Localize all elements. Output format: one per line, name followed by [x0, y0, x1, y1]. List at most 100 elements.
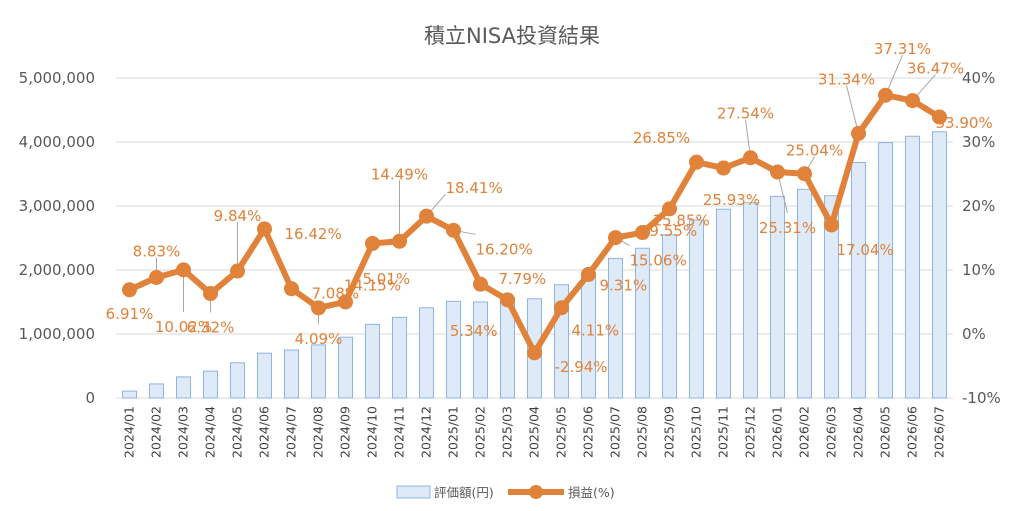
data-label: 6.91% [106, 305, 154, 323]
data-label: 9.84% [214, 207, 262, 225]
bar [148, 383, 165, 399]
data-labels: 6.91% 8.83% 10.02%6.32% 9.84% 16.42% 7.08% 4.0… [106, 40, 993, 376]
bar [310, 344, 327, 399]
bar [445, 300, 462, 399]
x-tick-label: 2024/04 [203, 406, 218, 458]
line-point [554, 300, 569, 316]
x-tick-label: 2024/06 [257, 406, 272, 458]
bar [715, 208, 732, 399]
data-label: 5.34% [450, 322, 498, 340]
data-label: 33.90% [936, 114, 993, 132]
line-point [878, 87, 893, 103]
x-tick-label: 2024/03 [176, 406, 191, 458]
line-point [689, 154, 704, 170]
data-label: 7.79% [499, 270, 547, 288]
data-label: 4.09% [295, 330, 343, 348]
y-right-tick-labels: -10% 0% 10% 20% 30% 40% [962, 69, 1001, 407]
bar [688, 219, 705, 399]
x-tick-label: 2025/04 [527, 406, 542, 458]
x-tick-label: 2024/07 [284, 406, 299, 458]
x-tick-label: 2026/06 [905, 406, 920, 458]
y-left-tick-label: 2,000,000 [19, 261, 95, 279]
line-point [284, 281, 299, 297]
y-right-tick-label: -10% [962, 389, 1001, 407]
chart-title: 積立NISA投資結果 [424, 24, 600, 48]
line-point [203, 286, 218, 302]
data-label: 16.42% [285, 225, 342, 243]
y-left-tick-label: 5,000,000 [19, 69, 95, 87]
line-point [446, 222, 461, 238]
line-point [500, 292, 515, 308]
data-label: 14.49% [371, 165, 428, 183]
x-tick-label: 2025/07 [608, 406, 623, 458]
bar [418, 307, 435, 399]
line-point [662, 201, 677, 217]
line-series [122, 87, 947, 361]
line-point [473, 276, 488, 292]
line-point [932, 109, 947, 125]
data-label: 25.04% [786, 142, 843, 160]
bar [742, 202, 759, 399]
line-point [824, 217, 839, 233]
data-label: 37.31% [874, 40, 931, 58]
line-point [230, 263, 245, 279]
data-label: 15.06% [630, 252, 687, 270]
line-point [365, 235, 380, 251]
leader-line [846, 85, 859, 134]
y-right-tick-label: 10% [962, 261, 995, 279]
legend-bar-swatch [396, 485, 431, 499]
bar [823, 195, 840, 399]
bar [769, 195, 786, 399]
line-point [149, 269, 164, 285]
data-label: 25.31% [759, 219, 816, 237]
bar [229, 362, 246, 399]
line-point [581, 266, 596, 282]
line-point [743, 150, 758, 166]
data-label: 9.31% [600, 276, 648, 294]
bar [796, 188, 813, 399]
data-label: 15.85% [653, 212, 710, 230]
bar [337, 336, 354, 399]
bar [904, 135, 921, 399]
bar [472, 301, 489, 399]
y-left-tick-label: 3,000,000 [19, 197, 95, 215]
legend: 評価額(円) 損益(%) [396, 485, 615, 500]
x-tick-label: 2025/08 [635, 406, 650, 458]
data-label: 5.01% [363, 270, 411, 288]
bar-series [121, 131, 948, 399]
bar [202, 370, 219, 399]
x-tick-label: 2025/05 [554, 406, 569, 458]
y-right-tick-label: 30% [962, 133, 995, 151]
bar [661, 234, 678, 399]
x-tick-label: 2025/06 [581, 406, 596, 458]
x-tick-label: 2025/09 [662, 406, 677, 458]
bar [391, 316, 408, 399]
line-point [122, 282, 137, 298]
y-right-tick-label: 0% [962, 325, 986, 343]
bar [256, 352, 273, 399]
data-label: 25.93% [703, 191, 760, 209]
bar [175, 376, 192, 399]
line-point [635, 225, 650, 241]
x-tick-label: 2025/01 [446, 406, 461, 458]
bar [283, 349, 300, 399]
bar [931, 131, 948, 399]
y-left-tick-label: 0 [85, 389, 95, 407]
x-tick-label: 2024/02 [149, 406, 164, 458]
x-tick-label: 2024/08 [311, 406, 326, 458]
x-tick-labels: 2024/01 2024/02 2024/03 2024/04 2024/05 2024/… [122, 406, 947, 458]
line-point [797, 166, 812, 182]
data-label: 8.83% [133, 242, 181, 260]
line-point [338, 294, 353, 310]
x-tick-label: 2026/03 [824, 406, 839, 458]
x-tick-label: 2024/12 [419, 406, 434, 458]
bar [877, 142, 894, 399]
data-label: 18.41% [446, 179, 503, 197]
data-label: 27.54% [717, 105, 774, 123]
x-tick-label: 2024/05 [230, 406, 245, 458]
bar [364, 323, 381, 399]
data-label: 17.04% [837, 241, 894, 259]
line-point [527, 345, 542, 361]
bar [634, 247, 651, 399]
x-tick-label: 2025/12 [743, 406, 758, 458]
